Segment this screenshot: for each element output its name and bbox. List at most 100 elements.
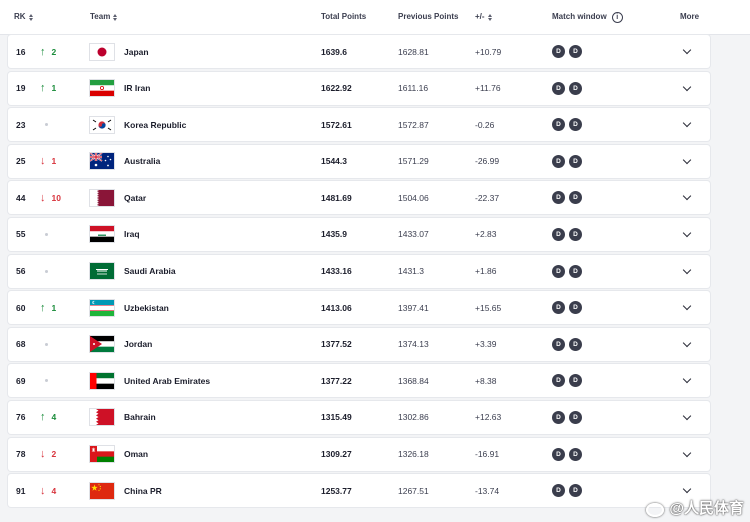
- info-icon[interactable]: i: [611, 11, 623, 23]
- column-header-diff[interactable]: +/-: [475, 0, 492, 34]
- match-window-badge[interactable]: D: [552, 337, 565, 351]
- table-row[interactable]: 23 Korea Republic 1572.61 1572.87 -0.26 …: [8, 108, 710, 142]
- table-row[interactable]: 25 ↓ 1 Australia 1544.3 1571.29 -26.99 D …: [8, 144, 710, 178]
- table-row[interactable]: 16 ↑ 2 Japan 1639.6 1628.81 +10.79 D D: [8, 35, 710, 68]
- sort-icon[interactable]: [113, 13, 118, 21]
- expand-row-button[interactable]: [682, 108, 692, 141]
- match-window-badge[interactable]: D: [552, 484, 565, 498]
- table-row[interactable]: 44 ↓ 10 Qatar 1481.69 1504.06 -22.37 D D: [8, 181, 710, 215]
- expand-row-button[interactable]: [682, 328, 692, 361]
- sort-icon[interactable]: [487, 13, 492, 21]
- match-window-badge[interactable]: D: [552, 154, 565, 168]
- match-window-badge[interactable]: D: [552, 227, 565, 241]
- points-diff: +8.38: [475, 375, 497, 386]
- team-name[interactable]: Iraq: [124, 229, 140, 240]
- match-window-badge[interactable]: D: [552, 410, 565, 424]
- match-window-badge[interactable]: D: [569, 410, 582, 424]
- table-row[interactable]: 56 Saudi Arabia 1433.16 1431.3 +1.86 D D: [8, 254, 710, 288]
- flag: [90, 438, 114, 471]
- expand-row-button[interactable]: [682, 35, 692, 68]
- team-name[interactable]: Jordan: [124, 339, 153, 350]
- column-header-match-window-label: Match window: [552, 12, 607, 21]
- chevron-down-icon: [682, 45, 692, 55]
- watermark: @人民体育: [645, 497, 744, 518]
- match-window-badge[interactable]: D: [569, 81, 582, 95]
- flag: [90, 255, 114, 288]
- rank-change: [40, 218, 48, 251]
- match-window-badge[interactable]: D: [552, 447, 565, 461]
- match-window-badge[interactable]: D: [552, 81, 565, 95]
- match-window-badge[interactable]: D: [552, 45, 565, 58]
- table-row[interactable]: 19 ↑ 1 IR Iran 1622.92 1611.16 +11.76 D D: [8, 71, 710, 105]
- team-name[interactable]: United Arab Emirates: [124, 375, 211, 386]
- team-name[interactable]: Qatar: [124, 192, 147, 203]
- match-window-badge[interactable]: D: [569, 227, 582, 241]
- team-name[interactable]: Bahrain: [124, 412, 156, 423]
- match-window-badge[interactable]: D: [569, 154, 582, 168]
- table-row[interactable]: 78 ↓ 2 Oman 1309.27 1326.18 -16.91 D D: [8, 437, 710, 471]
- match-window-badge[interactable]: D: [569, 447, 582, 461]
- table-row[interactable]: 60 ↑ 1 Uzbekistan 1413.06 1397.41 +15.65 …: [8, 291, 710, 325]
- expand-row-button[interactable]: [682, 181, 692, 214]
- expand-row-button[interactable]: [682, 438, 692, 471]
- match-window-badge[interactable]: D: [569, 337, 582, 351]
- match-window-badge[interactable]: D: [552, 264, 565, 278]
- uzbekistan-flag-icon: [90, 299, 114, 316]
- rank-movement: 4: [51, 412, 57, 423]
- column-header-team[interactable]: Team: [90, 0, 118, 34]
- team-name[interactable]: China PR: [124, 485, 162, 496]
- rank: 91: [16, 485, 26, 496]
- expand-row-button[interactable]: [682, 364, 692, 397]
- table-row[interactable]: 68 Jordan 1377.52 1374.13 +3.39 D D: [8, 327, 710, 361]
- team-name[interactable]: Saudi Arabia: [124, 266, 176, 277]
- expand-row-button[interactable]: [682, 145, 692, 178]
- expand-row-button[interactable]: [682, 72, 692, 105]
- points-diff: +3.39: [475, 339, 497, 350]
- arrow-down-icon: ↓: [40, 155, 46, 168]
- table-row[interactable]: 55 Iraq 1435.9 1433.07 +2.83 D D: [8, 217, 710, 251]
- match-window-badge[interactable]: D: [552, 374, 565, 388]
- expand-row-button[interactable]: [682, 401, 692, 434]
- total-points: 1413.06: [321, 302, 352, 313]
- column-header-rank[interactable]: RK: [14, 0, 33, 34]
- match-window-badge[interactable]: D: [569, 191, 582, 205]
- match-window-badge[interactable]: D: [552, 191, 565, 205]
- match-window-badge[interactable]: D: [569, 484, 582, 498]
- iraq-flag-icon: [90, 226, 114, 243]
- total-points: 1435.9: [321, 229, 347, 240]
- expand-row-button[interactable]: [682, 255, 692, 288]
- table-row[interactable]: 76 ↑ 4 Bahrain 1315.49 1302.86 +12.63 D D: [8, 400, 710, 434]
- total-points: 1309.27: [321, 449, 352, 460]
- sort-icon[interactable]: [28, 13, 33, 21]
- rank: 68: [16, 339, 26, 350]
- total-points: 1572.61: [321, 119, 352, 130]
- points-diff: +15.65: [475, 302, 502, 313]
- table-row[interactable]: 91 ↓ 4 China PR 1253.77 1267.51 -13.74 D …: [8, 474, 710, 508]
- match-window-badge[interactable]: D: [552, 118, 565, 132]
- rank-change: ↑ 4: [40, 401, 56, 434]
- flag: [90, 401, 114, 434]
- table-row[interactable]: 69 United Arab Emirates 1377.22 1368.84 …: [8, 364, 710, 398]
- expand-row-button[interactable]: [682, 218, 692, 251]
- previous-points: 1571.29: [398, 156, 429, 167]
- match-window-badge[interactable]: D: [569, 264, 582, 278]
- match-window: D D: [552, 72, 582, 105]
- match-window-badge[interactable]: D: [569, 118, 582, 132]
- points-diff: +12.63: [475, 412, 502, 423]
- match-window-badge[interactable]: D: [552, 301, 565, 315]
- expand-row-button[interactable]: [682, 291, 692, 324]
- match-window-badge[interactable]: D: [569, 301, 582, 315]
- chevron-down-icon: [682, 338, 692, 347]
- team-name[interactable]: Japan: [124, 46, 149, 57]
- match-window-badge[interactable]: D: [569, 374, 582, 388]
- team-name[interactable]: Oman: [124, 449, 149, 460]
- team-name[interactable]: Uzbekistan: [124, 302, 169, 313]
- team-name[interactable]: Korea Republic: [124, 119, 187, 130]
- team-name[interactable]: Australia: [124, 156, 161, 167]
- rank-change: [40, 108, 48, 141]
- team-name[interactable]: IR Iran: [124, 83, 151, 94]
- match-window-badge[interactable]: D: [569, 45, 582, 58]
- column-header-previous-points-label: Previous Points: [398, 12, 459, 21]
- arrow-down-icon: ↓: [40, 191, 46, 204]
- chevron-down-icon: [682, 265, 692, 274]
